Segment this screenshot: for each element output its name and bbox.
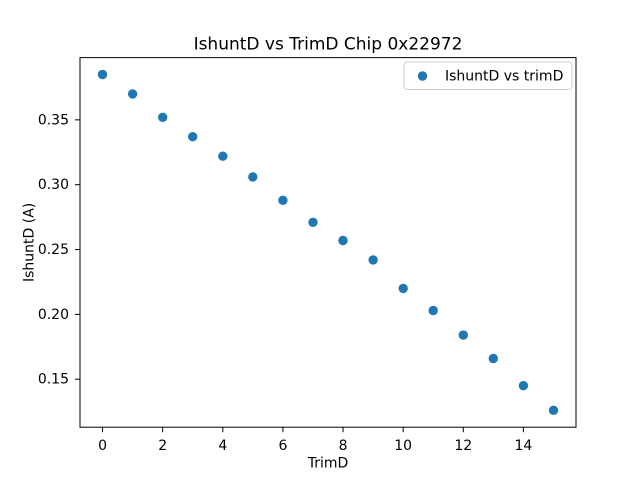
axes: 0 2 4 6 8 10 12 14 0.15 0.20 0.25 0.30 0.35 xyxy=(38,57,577,454)
data-point xyxy=(518,381,529,391)
x-tick-label: 2 xyxy=(158,438,167,454)
y-tick-label: 0.35 xyxy=(38,112,69,128)
data-point xyxy=(188,132,198,142)
scatter-series xyxy=(97,69,559,415)
legend-marker-icon xyxy=(417,71,428,81)
data-point xyxy=(248,172,258,182)
y-tick-label: 0.30 xyxy=(38,177,69,193)
data-point xyxy=(428,305,438,316)
legend-label: IshuntD vs trimD xyxy=(445,69,563,85)
data-point xyxy=(158,112,168,123)
y-tick-label: 0.20 xyxy=(38,307,69,323)
y-tick-label: 0.15 xyxy=(38,372,69,388)
data-point xyxy=(97,69,108,80)
y-axis-label: IshuntD (A) xyxy=(22,203,38,282)
data-point xyxy=(398,283,408,294)
data-point xyxy=(488,353,498,364)
data-point xyxy=(127,89,138,99)
x-tick-label: 6 xyxy=(278,438,287,454)
legend-box xyxy=(403,61,573,90)
x-tick-label: 12 xyxy=(454,438,472,454)
data-point xyxy=(308,217,318,227)
data-point xyxy=(278,195,288,205)
x-axis-label: TrimD xyxy=(307,456,349,472)
x-tick-label: 4 xyxy=(218,438,227,454)
x-tick-label: 14 xyxy=(514,438,532,454)
legend: IshuntD vs trimD xyxy=(403,61,573,90)
data-point xyxy=(548,405,559,415)
data-point xyxy=(218,151,228,161)
data-point xyxy=(368,255,378,265)
y-tick-label: 0.25 xyxy=(38,242,69,258)
x-tick-label: 8 xyxy=(339,438,348,454)
x-tick-label: 0 xyxy=(98,438,107,454)
plot-border xyxy=(79,57,577,428)
x-tick-label: 10 xyxy=(394,438,412,454)
data-point xyxy=(338,235,348,246)
chart-title: IshuntD vs TrimD Chip 0x22972 xyxy=(194,35,463,55)
data-point xyxy=(458,330,468,340)
